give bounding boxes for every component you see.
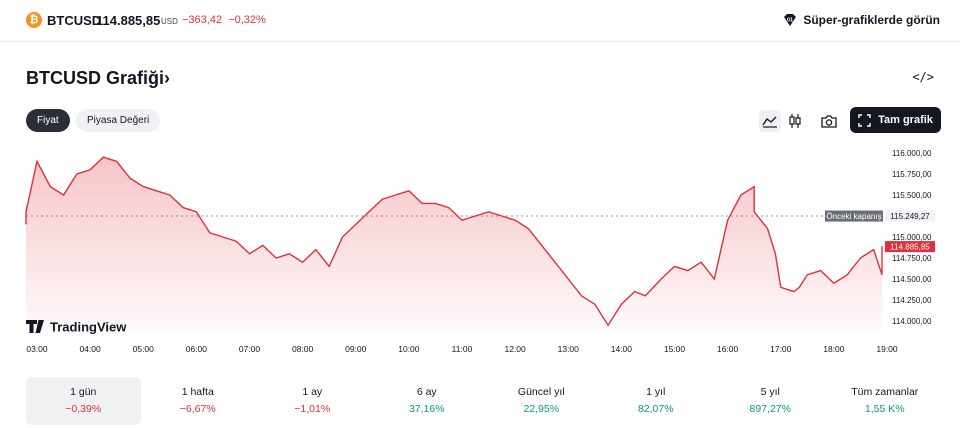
last-price-tag: 114.885,85 (885, 241, 935, 253)
x-tick-label: 12:00 (504, 344, 526, 354)
tab-market-cap[interactable]: Piyasa Değeri (76, 109, 161, 132)
y-tick-label: 114.250,00 (892, 296, 932, 305)
period-label: 1 ay (302, 386, 323, 398)
x-tick-label: 04:00 (79, 344, 101, 354)
symbol-name[interactable]: BTCUSD (47, 13, 102, 28)
tradingview-watermark: TradingView (26, 320, 127, 335)
x-tick-label: 17:00 (770, 344, 792, 354)
period-option[interactable]: 1 ay −1,01% (255, 377, 370, 425)
period-change: −6,67% (179, 403, 216, 415)
period-change: −0,39% (65, 403, 102, 415)
area-chart-icon (762, 116, 777, 128)
y-tick-label: 114.750,00 (892, 254, 932, 263)
x-tick-label: 15:00 (664, 344, 686, 354)
x-tick-label: 16:00 (717, 344, 739, 354)
candlestick-button[interactable] (784, 110, 806, 132)
embed-code-icon[interactable]: </> (912, 70, 934, 84)
fullscreen-icon (858, 113, 871, 127)
x-tick-label: 08:00 (292, 344, 314, 354)
period-change: −1,01% (294, 403, 331, 415)
period-option[interactable]: 1 gün −0,39% (26, 377, 141, 425)
full-chart-button[interactable]: Tam grafik (850, 107, 941, 133)
svg-text:01: 01 (787, 18, 793, 24)
previous-close-label: Önceki kapanış (826, 212, 881, 221)
super-charts-label: Süper-grafiklerde görün (803, 13, 940, 27)
price-change-pct: −0,32% (228, 14, 266, 26)
tradingview-logo-dot (39, 320, 43, 324)
period-change: 897,27% (749, 403, 791, 415)
period-option[interactable]: Tüm zamanlar 1,55 K% (828, 377, 943, 425)
full-chart-label: Tam grafik (878, 114, 933, 126)
period-option[interactable]: 5 yıl 897,27% (713, 377, 828, 425)
x-tick-label: 18:00 (823, 344, 845, 354)
page-title-text: BTCUSD Grafiği (26, 68, 165, 88)
x-tick-label: 06:00 (186, 344, 208, 354)
period-label: 1 gün (70, 386, 97, 398)
y-tick-label: 114.000,00 (892, 317, 932, 326)
period-performance-bar: 1 gün −0,39% 1 hafta −6,67% 1 ay −1,01% 6 ay 37… (26, 377, 942, 425)
period-change: 37,16% (408, 403, 445, 415)
x-tick-label: 09:00 (345, 344, 367, 354)
page-title[interactable]: BTCUSD Grafiği› (26, 68, 170, 89)
x-tick-label: 07:00 (239, 344, 261, 354)
period-label: Tüm zamanlar (851, 386, 919, 398)
currency-label: USD (161, 17, 178, 26)
y-tick-label: 115.750,00 (892, 170, 932, 179)
period-label: 1 hafta (181, 386, 214, 398)
y-tick-label: 114.500,00 (892, 275, 932, 284)
x-tick-label: 11:00 (452, 344, 473, 354)
tradingview-wordmark: TradingView (50, 320, 127, 335)
previous-close-value: 115.249,27 (890, 212, 930, 221)
x-tick-label: 19:00 (876, 344, 898, 354)
price-change-abs: −363,42 (182, 14, 223, 26)
period-label: Güncel yıl (517, 386, 565, 398)
period-change: 82,07% (637, 403, 674, 415)
symbol-header: ₿ BTCUSD 114.885,85 USD −363,42 −0,32% 0… (0, 0, 960, 42)
price-line (25, 156, 883, 327)
period-option[interactable]: Güncel yıl 22,95% (484, 377, 599, 425)
price-chart[interactable]: 114.000,00 114.250,00 114.500,00 114.750,00… (0, 140, 960, 362)
period-label: 1 yıl (646, 386, 666, 398)
snapshot-button[interactable] (818, 110, 840, 132)
x-tick-label: 10:00 (398, 344, 420, 354)
bitcoin-icon: ₿ (26, 12, 42, 28)
last-price-value: 114.885,85 (890, 243, 930, 252)
y-tick-label: 116.000,00 (892, 149, 932, 158)
period-change: 22,95% (523, 403, 560, 415)
supercharts-icon: 01 (784, 14, 797, 26)
super-charts-link[interactable]: 01 Süper-grafiklerde görün (783, 13, 940, 27)
period-option[interactable]: 1 hafta −6,67% (141, 377, 256, 425)
candlestick-icon (789, 114, 801, 128)
y-tick-label: 115.000,00 (892, 233, 932, 242)
price-change: −363,42 −0,32% (182, 14, 266, 26)
tradingview-logo-icon (26, 320, 44, 333)
y-tick-label: 115.500,00 (892, 191, 932, 200)
camera-icon (821, 115, 837, 128)
x-tick-label: 13:00 (558, 344, 580, 354)
x-tick-label: 14:00 (611, 344, 633, 354)
period-label: 6 ay (416, 386, 437, 398)
price-area (26, 157, 882, 330)
x-tick-label: 03:00 (26, 344, 48, 354)
previous-close-tag: Önceki kapanış 115.249,27 (825, 210, 935, 222)
chevron-right-icon: › (164, 68, 171, 88)
period-label: 5 yıl (760, 386, 780, 398)
tab-price[interactable]: Fiyat (26, 109, 70, 132)
period-change: 1,55 K% (864, 403, 905, 415)
period-option[interactable]: 1 yıl 82,07% (599, 377, 714, 425)
period-option[interactable]: 6 ay 37,16% (370, 377, 485, 425)
x-tick-label: 05:00 (133, 344, 155, 354)
current-price: 114.885,85 (96, 13, 161, 28)
area-chart-button[interactable] (759, 110, 781, 132)
